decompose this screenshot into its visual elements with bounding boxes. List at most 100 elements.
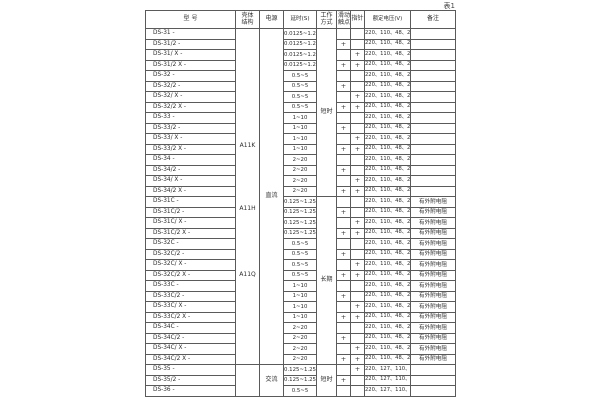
voltage-cell: 220、110、48、24: [364, 154, 411, 166]
model-cell: DS-31/2 -: [145, 38, 236, 50]
sliding-contact-cell: [336, 259, 351, 271]
model-cell: DS-31 -: [145, 28, 236, 40]
pointer-cell: +: [350, 49, 365, 61]
sliding-contact-cell: [336, 217, 351, 229]
delay-cell: 0.125~1.25: [283, 374, 317, 386]
delay-cell: 0.0125~1.25: [283, 28, 317, 40]
table-row: DS-31C/2 X - 0.125~1.25 + +220、110、48、24 有外附…: [145, 227, 456, 239]
pointer-cell: +: [350, 143, 365, 155]
model-cell: DS-31/2 X -: [145, 59, 236, 71]
delay-cell: 1~10: [283, 290, 317, 302]
sliding-contact-cell: +: [336, 332, 351, 344]
delay-cell: 1~10: [283, 301, 317, 313]
table-row: DS-33C/2 X - 1~10 + +220、110、48、24 有外附电阻: [145, 311, 456, 323]
table-row: DS-31C/2 - 0.125~1.25 +220、110、48、24 有外附电阻: [145, 206, 456, 218]
header-row: 型 号 壳体结构 电源 延时(S) 工作方式 滑动触点 指针 额定电压(V) 备…: [145, 10, 456, 29]
sliding-contact-cell: +: [336, 143, 351, 155]
col-header-sliding-contact-label: 滑动触点: [337, 11, 350, 27]
table-row: DS-33C/2 - 1~10 +220、110、48、24 有外附电阻: [145, 290, 456, 302]
delay-cell: 1~10: [283, 280, 317, 292]
model-cell: DS-32C/ X -: [145, 259, 236, 271]
delay-cell: 1~10: [283, 112, 317, 124]
remark-cell: [410, 185, 456, 197]
sliding-contact-cell: +: [336, 185, 351, 197]
voltage-cell: 220、110、48、24: [364, 227, 411, 239]
sliding-contact-cell: +: [336, 38, 351, 50]
model-cell: DS-32C/2 X -: [145, 269, 236, 281]
pointer-cell: +: [350, 101, 365, 113]
sliding-contact-cell: [336, 301, 351, 313]
pointer-cell: [350, 38, 365, 50]
voltage-cell: 220、110、48、24: [364, 101, 411, 113]
sliding-contact-cell: +: [336, 269, 351, 281]
sliding-contact-cell: +: [336, 164, 351, 176]
sliding-contact-cell: +: [336, 101, 351, 113]
table-row: DS-33C/ X - 1~10 +220、110、48、24 有外附电阻: [145, 301, 456, 313]
col-header-work-mode: 工作方式: [316, 10, 337, 29]
remark-cell: [410, 364, 456, 376]
delay-cell: 0.5~5: [283, 269, 317, 281]
remark-cell: [410, 133, 456, 145]
pointer-cell: +: [350, 301, 365, 313]
delay-cell: 0.5~5: [283, 385, 317, 397]
pointer-cell: [350, 122, 365, 134]
table-row: DS-32C/2 X - 0.5~5 + +220、110、48、24 有外附电阻: [145, 269, 456, 281]
col-header-case-structure-label: 壳体结构: [241, 11, 254, 27]
model-cell: DS-31/ X -: [145, 49, 236, 61]
model-cell: DS-33/2 -: [145, 122, 236, 134]
model-cell: DS-34C/2 X -: [145, 353, 236, 365]
work-mode-cell: 短时: [316, 28, 337, 197]
voltage-cell: 220、110、48、24: [364, 353, 411, 365]
remark-cell: [410, 70, 456, 82]
model-cell: DS-32/ X -: [145, 91, 236, 103]
pointer-cell: +: [350, 59, 365, 71]
voltage-cell: 220、110、48、24: [364, 38, 411, 50]
model-cell: DS-34/ X -: [145, 175, 236, 187]
remark-cell: [410, 374, 456, 386]
table-row: DS-34 - 2~20 220、110、48、24: [145, 154, 456, 166]
pointer-cell: [350, 374, 365, 386]
voltage-cell: 220、110、48、24: [364, 143, 411, 155]
model-cell: DS-33C/2 X -: [145, 311, 236, 323]
power-cell: 直流: [259, 28, 284, 365]
voltage-cell: 220、110、48、24: [364, 206, 411, 218]
col-header-sliding-contact: 滑动触点: [336, 10, 351, 29]
remark-cell: 有外附电阻: [410, 301, 456, 313]
sliding-contact-cell: [336, 49, 351, 61]
table-row: DS-32C/2 - 0.5~5 +220、110、48、24 有外附电阻: [145, 248, 456, 260]
table-row: DS-32/2 X - 0.5~5 + +220、110、48、24: [145, 101, 456, 113]
sliding-contact-cell: [336, 133, 351, 145]
delay-cell: 0.5~5: [283, 80, 317, 92]
remark-cell: 有外附电阻: [410, 217, 456, 229]
case-structure-label: A11H: [239, 205, 256, 212]
table-row: DS-32/2 - 0.5~5 +220、110、48、24: [145, 80, 456, 92]
model-cell: DS-34C/ X -: [145, 343, 236, 355]
delay-cell: 1~10: [283, 122, 317, 134]
table-row: DS-36 - 0.5~5 220、127、110、100: [145, 385, 456, 397]
model-cell: DS-31C -: [145, 196, 236, 208]
pointer-cell: +: [350, 227, 365, 239]
model-cell: DS-33/2 X -: [145, 143, 236, 155]
table-row: DS-35/2 - 0.125~1.25 +220、127、110、100: [145, 374, 456, 386]
sliding-contact-cell: [336, 322, 351, 334]
model-cell: DS-32C/2 -: [145, 248, 236, 260]
remark-cell: [410, 91, 456, 103]
model-cell: DS-33C/2 -: [145, 290, 236, 302]
remark-cell: [410, 164, 456, 176]
remark-cell: [410, 112, 456, 124]
col-header-delay: 延时(S): [283, 10, 317, 29]
remark-cell: [410, 59, 456, 71]
pointer-cell: [350, 322, 365, 334]
model-cell: DS-31C/ X -: [145, 217, 236, 229]
case-structure-cell: [235, 364, 260, 397]
delay-cell: 2~20: [283, 164, 317, 176]
case-structure-cell: A11K A11H A11Q: [235, 28, 260, 365]
remark-cell: [410, 122, 456, 134]
remark-cell: 有外附电阻: [410, 227, 456, 239]
col-header-model: 型 号: [145, 10, 236, 29]
voltage-cell: 220、127、110、100: [364, 374, 411, 386]
model-cell: DS-35 -: [145, 364, 236, 376]
sliding-contact-cell: +: [336, 374, 351, 386]
voltage-cell: 220、110、48、24: [364, 259, 411, 271]
voltage-cell: 220、110、48、24: [364, 322, 411, 334]
